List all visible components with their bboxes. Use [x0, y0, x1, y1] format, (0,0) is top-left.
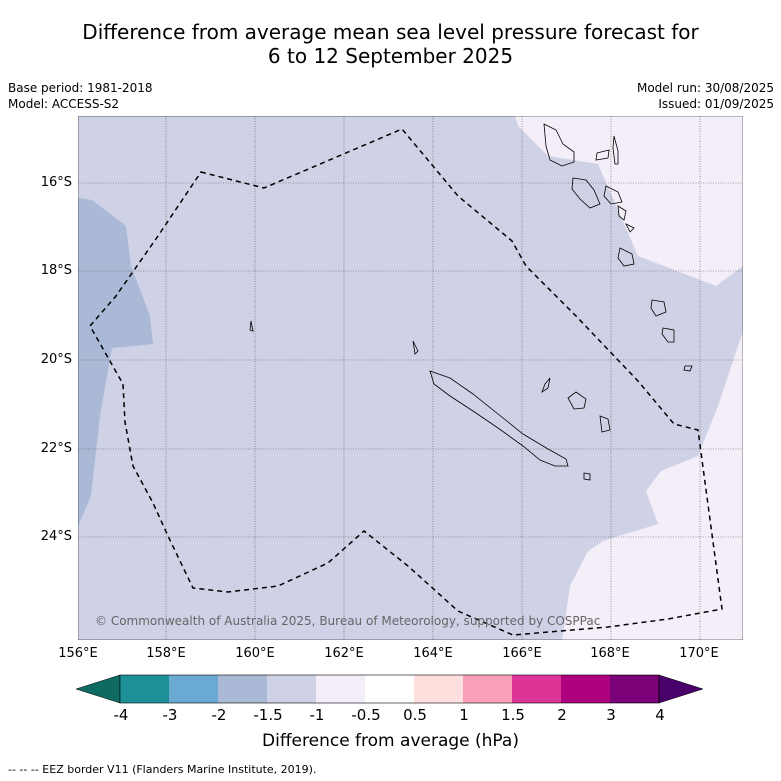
colorbar-segment	[267, 675, 316, 703]
lon-label-168E: 168°E	[590, 646, 630, 661]
colorbar-extend-low	[76, 674, 121, 704]
eez-footnote: -- -- -- EEZ border V11 (Flanders Marine…	[8, 763, 317, 776]
lat-label-24S: 24°S	[40, 529, 72, 544]
lat-label-22S: 22°S	[40, 441, 72, 456]
colorbar-tick: -3	[162, 706, 178, 724]
colorbar-tick: 4	[655, 706, 665, 724]
colorbar	[76, 674, 704, 704]
colorbar-segment	[463, 675, 512, 703]
anomaly-band-minus0.5-to-minus1-north	[515, 116, 743, 286]
anomaly-band-minus1.5-to-minus2	[78, 198, 153, 526]
colorbar-tick: 1.5	[501, 706, 525, 724]
colorbar-segment	[365, 675, 414, 703]
eez-border	[89, 128, 723, 636]
new-caledonia-island	[429, 370, 569, 467]
colorbar-tick: 1	[459, 706, 469, 724]
colorbar-segment	[512, 675, 561, 703]
colorbar-tick: 0.5	[403, 706, 427, 724]
colorbar-tick: -1.5	[253, 706, 283, 724]
model-run: Model run: 30/08/2025	[636, 81, 774, 95]
chart-title-line2: 6 to 12 September 2025	[267, 44, 514, 68]
lon-label-160E: 160°E	[235, 646, 275, 661]
colorbar-segment	[414, 675, 463, 703]
anomaly-band-minus0.5-to-minus1-south	[562, 331, 743, 640]
colorbar-segment	[610, 675, 659, 703]
lat-label-16S: 16°S	[40, 175, 72, 190]
colorbar-tick: 2	[557, 706, 567, 724]
model-name: Model: ACCESS-S2	[8, 97, 120, 111]
colorbar-label: Difference from average (hPa)	[262, 731, 519, 751]
colorbar-segment	[218, 675, 267, 703]
colorbar-tick: -1	[309, 706, 325, 724]
colorbar-tick: 3	[606, 706, 616, 724]
colorbar-tick: -0.5	[351, 706, 381, 724]
colorbar-tick: -4	[113, 706, 129, 724]
copyright-text: © Commonwealth of Australia 2025, Bureau…	[95, 614, 601, 628]
issued-date: Issued: 01/09/2025	[658, 97, 774, 111]
lon-label-166E: 166°E	[502, 646, 542, 661]
lon-label-170E: 170°E	[679, 646, 719, 661]
lon-label-164E: 164°E	[413, 646, 453, 661]
lat-label-18S: 18°S	[40, 263, 72, 278]
colorbar-segment	[561, 675, 610, 703]
colorbar-segment	[316, 675, 365, 703]
colorbar-extend-high	[658, 674, 704, 704]
lat-label-20S: 20°S	[40, 352, 72, 367]
base-period: Base period: 1981-2018	[8, 81, 153, 95]
chart-title-line1: Difference from average mean sea level p…	[82, 20, 699, 44]
colorbar-segment	[169, 675, 218, 703]
lon-label-162E: 162°E	[324, 646, 364, 661]
map-plot	[78, 116, 743, 640]
colorbar-segment	[120, 675, 169, 703]
colorbar-tick: -2	[211, 706, 227, 724]
colorbar-outline	[119, 674, 660, 704]
lon-label-158E: 158°E	[146, 646, 186, 661]
coastlines	[249, 123, 693, 481]
gridlines	[78, 116, 743, 640]
lon-label-156E: 156°E	[58, 646, 98, 661]
